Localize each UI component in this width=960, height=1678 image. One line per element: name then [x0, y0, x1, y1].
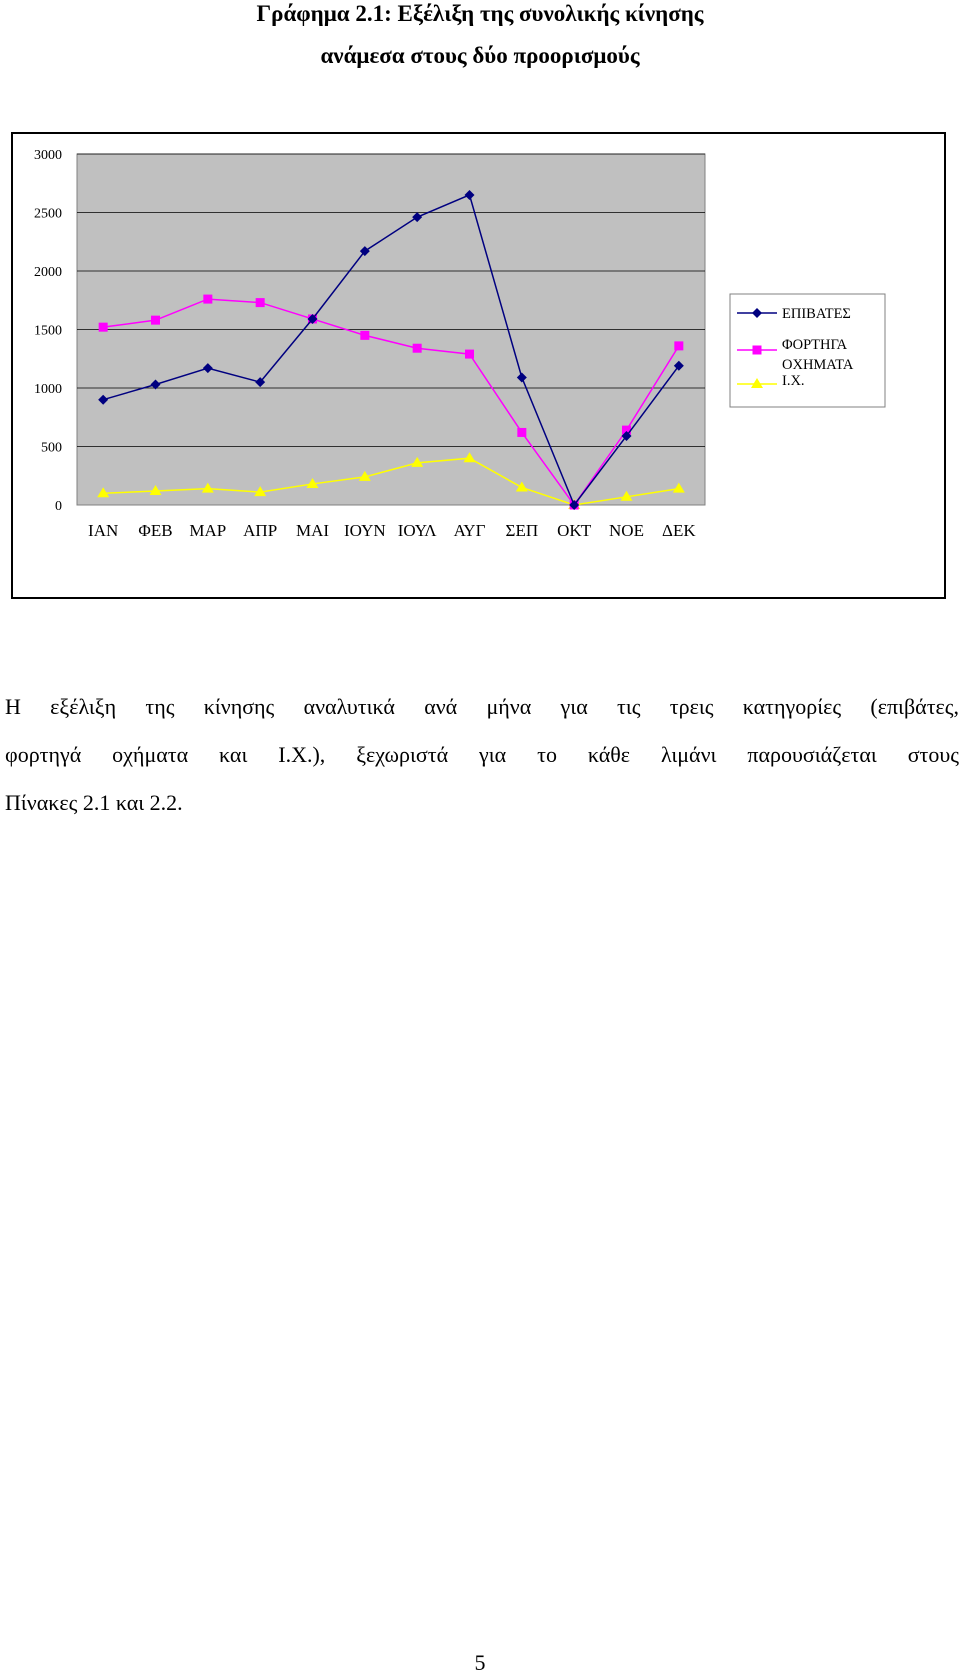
y-tick-label: 3000 [34, 148, 62, 163]
data-point [360, 330, 370, 340]
data-point [201, 482, 214, 493]
legend-entry-1: ΦΟΡΤΗΓΑ ΟΧΗΜΑΤΑ [737, 337, 854, 373]
data-point [359, 246, 370, 257]
x-tick-label: ΙΟΥΛ [398, 521, 438, 540]
paragraph-line-1: Η εξέλιξη της κίνησης αναλυτικά ανά μήνα… [5, 694, 959, 719]
data-point [255, 377, 266, 388]
data-point [97, 487, 110, 498]
chart-title-line-1: Γράφημα 2.1: Εξέλιξη της συνολικής κίνησ… [256, 1, 704, 26]
data-point [412, 212, 423, 223]
x-tick-label: ΜΑΙ [296, 521, 329, 540]
series-2 [97, 452, 685, 509]
data-point [149, 484, 162, 495]
y-tick-label: 1000 [34, 382, 62, 397]
data-point [752, 308, 762, 318]
data-point [751, 378, 763, 388]
data-point [98, 394, 109, 405]
data-point [255, 298, 265, 308]
line-chart: 0 500 1000 1500 2000 2500 3000 ΙΑΝ ΦΕΒ ΜΑΡ ΑΠΡ ΜΑΙ… [34, 148, 886, 540]
data-point [358, 470, 371, 481]
data-point [517, 427, 527, 437]
data-point [569, 500, 580, 510]
y-tick-label: 1500 [34, 324, 62, 339]
y-tick-label: 500 [41, 441, 62, 456]
data-point [412, 343, 422, 353]
x-tick-label: ΙΟΥΝ [344, 521, 386, 540]
x-tick-label: ΔΕΚ [662, 521, 696, 540]
data-point [674, 341, 684, 351]
x-tick-label: ΦΕΒ [138, 521, 172, 540]
x-tick-label: ΑΥΓ [454, 521, 486, 540]
data-point [464, 189, 475, 200]
chart-container: 0 500 1000 1500 2000 2500 3000 ΙΑΝ ΦΕΒ ΜΑΡ ΑΠΡ ΜΑΙ… [11, 132, 946, 599]
data-point [307, 313, 318, 324]
data-point [150, 379, 161, 390]
data-point [463, 452, 476, 463]
data-point [98, 322, 108, 332]
legend-entry-2: Ι.Χ. [737, 373, 805, 389]
data-point [622, 425, 631, 435]
paragraph-line-3: Πίνακες 2.1 και 2.2. [5, 790, 183, 815]
legend-label: ΕΠΙΒΑΤΕΣ [782, 306, 851, 322]
legend-label: ΟΧΗΜΑΤΑ [782, 357, 854, 373]
data-point [620, 490, 633, 501]
data-point [306, 477, 319, 488]
data-point [202, 363, 213, 374]
y-tick-label: 0 [55, 499, 62, 514]
data-point [465, 349, 474, 359]
data-point [151, 315, 160, 325]
paragraph-line-2: φορτηγά οχήματα και Ι.Χ.), ξεχωριστά για… [5, 742, 959, 767]
data-point [203, 294, 213, 304]
data-point [515, 481, 528, 492]
series-line [102, 193, 680, 507]
legend-entry-0: ΕΠΙΒΑΤΕΣ [737, 306, 851, 322]
data-point [254, 486, 267, 497]
page-number: 5 [474, 1650, 486, 1675]
x-tick-label: ΣΕΠ [506, 521, 539, 540]
series-line [103, 457, 679, 506]
data-point [516, 372, 527, 383]
data-point [411, 456, 424, 467]
y-tick-label: 2000 [34, 265, 62, 280]
legend-label: Ι.Χ. [782, 373, 805, 389]
data-point [752, 345, 762, 355]
data-point [673, 360, 684, 371]
series-0 [98, 189, 684, 510]
x-tick-label: ΙΑΝ [88, 521, 118, 540]
y-tick-label: 2500 [34, 207, 62, 222]
chart-title-line-2: ανάμεσα στους δύο προορισμούς [320, 43, 640, 68]
legend-label: ΦΟΡΤΗΓΑ [782, 337, 848, 353]
x-tick-label: ΜΑΡ [189, 521, 226, 540]
data-point [621, 430, 632, 441]
x-tick-label: ΑΠΡ [243, 521, 277, 540]
x-tick-label: ΟΚΤ [557, 521, 592, 540]
x-tick-label: ΝΟΕ [609, 521, 644, 540]
data-point [672, 482, 685, 493]
